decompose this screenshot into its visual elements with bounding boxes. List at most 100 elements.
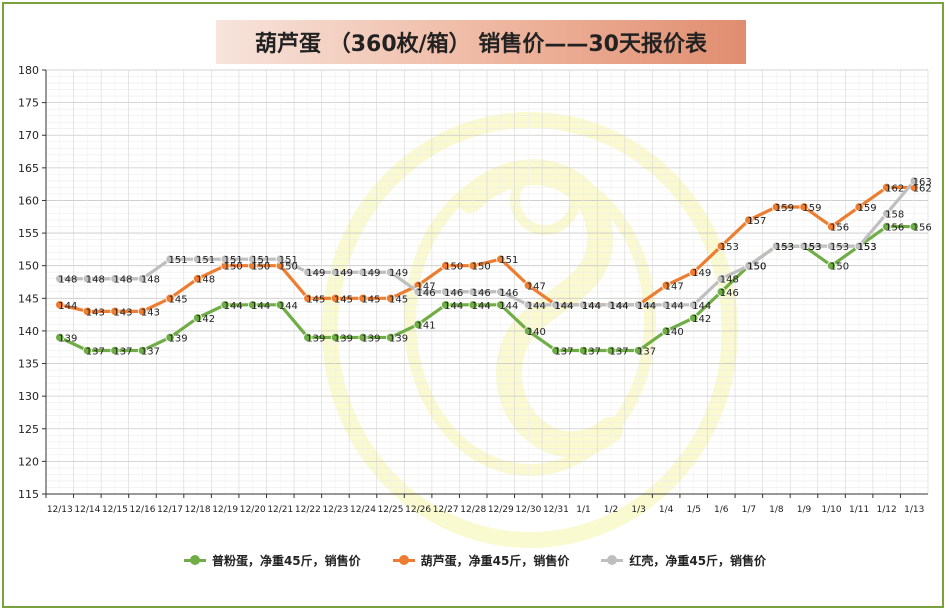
data-label: 151 bbox=[251, 255, 270, 266]
data-label: 137 bbox=[141, 346, 160, 357]
data-label: 156 bbox=[830, 223, 849, 234]
data-label: 156 bbox=[913, 223, 932, 234]
data-point bbox=[661, 300, 671, 310]
data-point bbox=[633, 345, 644, 356]
legend-label: 普粉蛋，净重45斤，销售价 bbox=[211, 553, 361, 568]
data-point bbox=[82, 274, 92, 284]
data-point bbox=[330, 332, 341, 343]
y-tick-label: 155 bbox=[18, 227, 39, 240]
data-label: 153 bbox=[802, 242, 821, 253]
x-tick-label: 12/30 bbox=[515, 505, 541, 515]
x-tick-label: 12/16 bbox=[130, 505, 156, 515]
data-point bbox=[110, 345, 120, 356]
data-point bbox=[661, 326, 671, 336]
data-point bbox=[358, 332, 368, 343]
data-point bbox=[578, 345, 589, 356]
data-label: 144 bbox=[637, 301, 656, 312]
data-label: 153 bbox=[720, 242, 739, 253]
data-label: 153 bbox=[858, 242, 877, 253]
data-label: 139 bbox=[306, 333, 325, 344]
data-label: 148 bbox=[113, 275, 132, 286]
data-point bbox=[303, 293, 313, 303]
data-point bbox=[799, 241, 809, 251]
data-point bbox=[689, 300, 699, 310]
y-tick-label: 175 bbox=[18, 97, 39, 110]
data-label: 159 bbox=[802, 203, 821, 214]
data-label: 144 bbox=[224, 301, 243, 312]
data-point bbox=[468, 300, 478, 310]
data-point bbox=[578, 300, 589, 310]
legend-swatch bbox=[392, 555, 415, 565]
y-tick-label: 150 bbox=[18, 260, 39, 273]
data-point bbox=[799, 202, 809, 212]
data-label: 150 bbox=[224, 262, 243, 273]
data-point bbox=[496, 254, 506, 264]
data-point bbox=[496, 300, 506, 310]
data-point bbox=[248, 254, 258, 264]
legend-item: 普粉蛋，净重45斤，销售价 bbox=[183, 552, 361, 569]
y-tick-label: 115 bbox=[18, 488, 39, 501]
y-tick-label: 135 bbox=[18, 358, 39, 371]
x-tick-label: 12/22 bbox=[295, 505, 321, 515]
data-point bbox=[303, 332, 313, 343]
data-label: 141 bbox=[417, 320, 436, 331]
data-label: 145 bbox=[389, 294, 408, 305]
x-tick-label: 12/24 bbox=[350, 505, 376, 515]
x-tick-label: 1/6 bbox=[714, 505, 729, 515]
watermark-logo bbox=[322, 112, 738, 548]
x-tick-label: 12/31 bbox=[543, 505, 569, 515]
x-tick-label: 1/12 bbox=[877, 505, 897, 515]
data-label: 149 bbox=[334, 268, 353, 279]
y-tick-label: 125 bbox=[18, 423, 39, 436]
x-tick-label: 1/1 bbox=[576, 505, 590, 515]
x-tick-label: 12/19 bbox=[212, 505, 238, 515]
data-label: 137 bbox=[609, 346, 628, 357]
data-label: 144 bbox=[444, 301, 463, 312]
x-tick-label: 12/14 bbox=[74, 505, 100, 515]
data-point bbox=[716, 241, 726, 251]
legend-label: 红壳，净重45斤，销售价 bbox=[629, 553, 767, 568]
data-point bbox=[275, 254, 285, 264]
data-label: 162 bbox=[885, 183, 904, 194]
data-point bbox=[909, 176, 919, 186]
data-point bbox=[882, 182, 892, 193]
x-tick-label: 12/20 bbox=[240, 505, 266, 515]
data-point bbox=[192, 274, 203, 284]
data-label: 146 bbox=[444, 288, 463, 299]
data-label: 157 bbox=[747, 216, 766, 227]
data-point bbox=[606, 345, 616, 356]
y-tick-label: 130 bbox=[18, 390, 39, 403]
data-point bbox=[413, 287, 423, 297]
data-point bbox=[523, 300, 533, 310]
data-point bbox=[689, 313, 699, 323]
data-label: 150 bbox=[747, 262, 766, 273]
x-tick-label: 12/15 bbox=[102, 505, 128, 515]
data-point bbox=[744, 261, 754, 271]
data-label: 140 bbox=[527, 327, 546, 338]
data-label: 144 bbox=[637, 301, 656, 312]
data-label: 149 bbox=[306, 268, 325, 279]
y-tick-label: 120 bbox=[18, 455, 39, 468]
data-label: 137 bbox=[637, 346, 656, 357]
data-point bbox=[606, 300, 616, 310]
data-label: 156 bbox=[885, 223, 904, 234]
x-tick-label: 1/10 bbox=[821, 505, 841, 515]
chart-title-box: 葫芦蛋 （360枚/箱） 销售价——30天报价表 bbox=[216, 20, 746, 64]
legend-label: 葫芦蛋，净重45斤，销售价 bbox=[420, 553, 570, 568]
data-point bbox=[523, 326, 533, 336]
data-point bbox=[303, 267, 313, 277]
data-label: 143 bbox=[86, 307, 105, 318]
data-point bbox=[82, 306, 92, 316]
x-tick-label: 12/23 bbox=[322, 505, 348, 515]
data-label: 137 bbox=[113, 346, 132, 357]
data-label: 163 bbox=[913, 177, 932, 188]
x-tick-label: 1/7 bbox=[742, 505, 756, 515]
x-tick-label: 1/2 bbox=[604, 505, 618, 515]
data-label: 150 bbox=[472, 262, 491, 273]
data-point bbox=[716, 274, 726, 284]
data-label: 142 bbox=[692, 314, 711, 325]
data-label: 143 bbox=[141, 307, 160, 318]
data-label: 148 bbox=[86, 275, 105, 286]
data-label: 146 bbox=[499, 288, 518, 299]
data-label: 149 bbox=[389, 268, 408, 279]
